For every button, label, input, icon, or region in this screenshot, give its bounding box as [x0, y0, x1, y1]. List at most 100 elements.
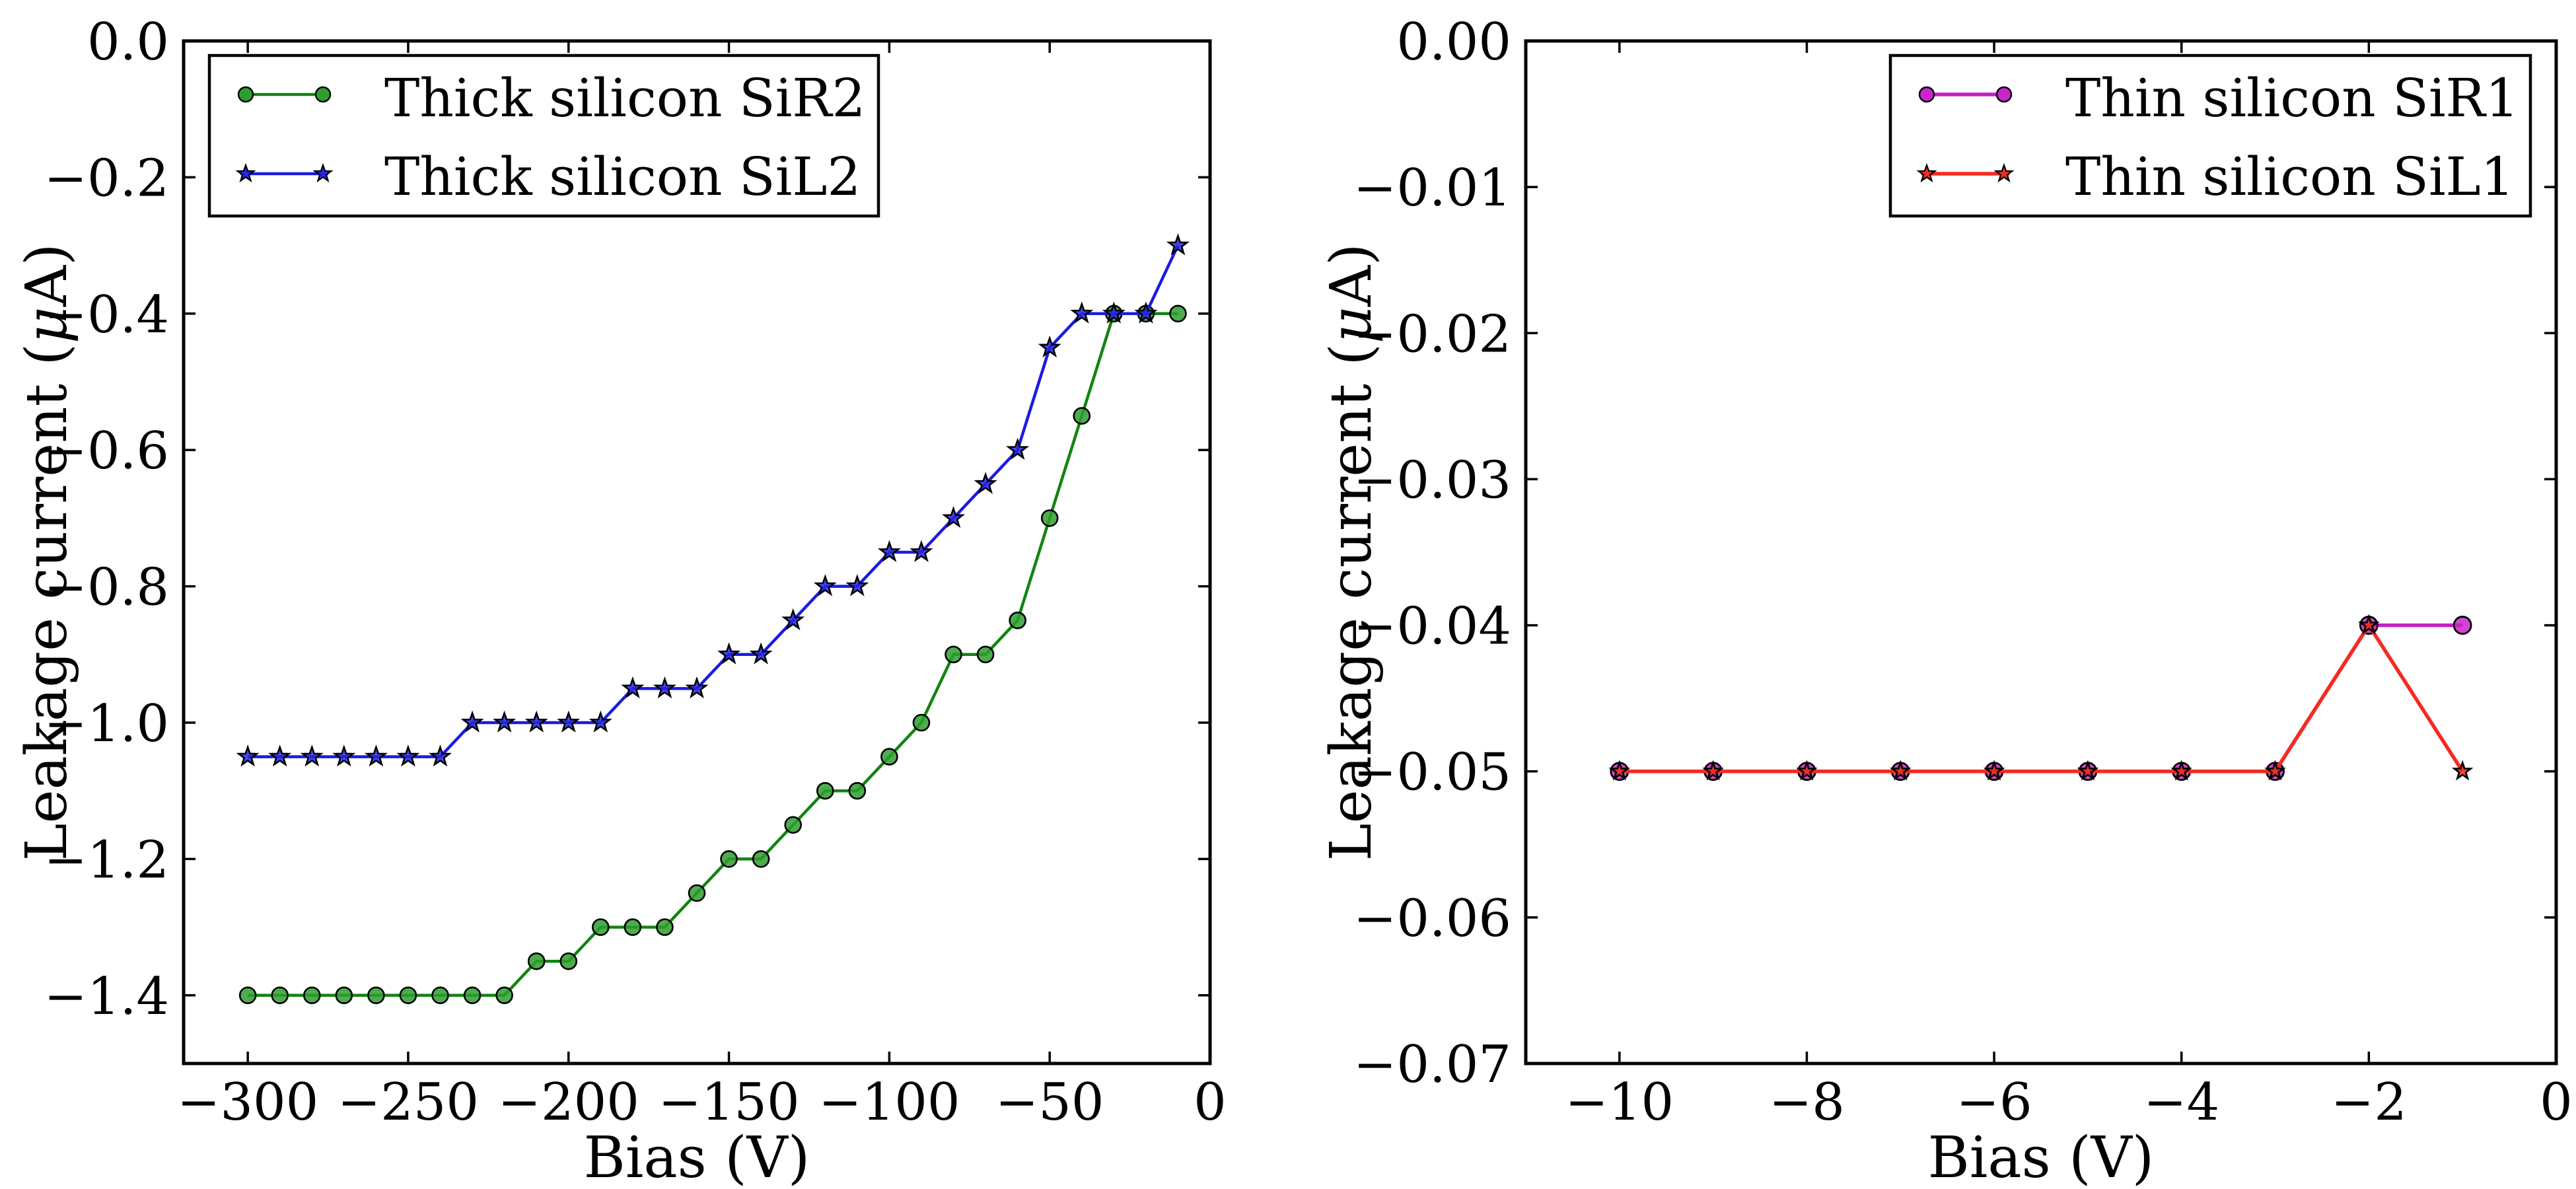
marker-star: [460, 710, 484, 733]
x-tick-label: −10: [1565, 1073, 1674, 1132]
marker-star: [1102, 301, 1126, 324]
legend-item-thick-silicon-sil2: Thick silicon SiL2: [235, 146, 861, 207]
marker-star: [1070, 301, 1094, 324]
x-tick-label: 0: [1194, 1073, 1227, 1132]
marker-circle: [624, 918, 642, 936]
marker-star: [845, 574, 869, 596]
marker-star: [428, 744, 452, 767]
marker-star: [1889, 760, 1912, 781]
marker-circle: [271, 986, 289, 1005]
marker-circle: [1040, 509, 1059, 527]
marker-star: [364, 744, 388, 767]
legend-marker-circle: [1918, 86, 1935, 103]
legend-marker-circle: [314, 86, 332, 103]
marker-circle: [2452, 616, 2472, 635]
marker-star: [493, 710, 517, 733]
x-tick-label: −250: [338, 1073, 479, 1132]
marker-circle: [720, 850, 738, 868]
y-tick-label: −1.0: [44, 694, 169, 754]
legend-marker-star: [235, 162, 256, 183]
marker-circle: [1073, 407, 1091, 425]
legend-marker-circle: [1995, 86, 2013, 103]
marker-star: [685, 676, 709, 699]
marker-star: [300, 744, 324, 767]
marker-star: [589, 710, 612, 733]
marker-circle: [656, 918, 674, 936]
x-axis-label: Bias (V): [1928, 1125, 2155, 1189]
thin-silicon-plot: −10 −8 −6 −4 −2 0 0.00 −0.01 −0.02 −0.03 −0.04 −0.0…: [1318, 13, 2573, 1189]
y-tick-label: −0.05: [1353, 743, 1511, 803]
marker-circle: [238, 986, 257, 1005]
marker-star: [2264, 760, 2286, 781]
marker-star: [236, 744, 260, 767]
marker-circle: [688, 884, 706, 902]
marker-circle: [303, 986, 321, 1005]
series-thin-silicon-sil1: [1608, 614, 2474, 781]
x-tick-label: −300: [177, 1073, 318, 1132]
marker-circle: [880, 748, 898, 766]
marker-circle: [976, 645, 995, 664]
marker-star: [717, 642, 741, 665]
x-tick-label: −2: [2331, 1073, 2407, 1132]
marker-star: [268, 744, 292, 767]
y-tick-label: 0.0: [87, 13, 169, 72]
marker-circle: [784, 816, 802, 834]
marker-star: [1134, 301, 1158, 324]
legend: Thin silicon SiR1 Thin silicon SiL1: [1888, 54, 2532, 218]
x-tick-label: −150: [658, 1073, 799, 1132]
marker-circle: [399, 986, 417, 1005]
marker-circle: [848, 781, 867, 800]
legend-marker-star: [1916, 162, 1937, 183]
x-tick-label: −4: [2143, 1073, 2219, 1132]
legend-item-thin-silicon-sir1: Thin silicon SiR1: [1918, 67, 2519, 129]
legend-box: [207, 54, 880, 218]
legend-marker-star: [312, 162, 334, 183]
x-tick-label: 0: [2540, 1073, 2573, 1132]
axes-border: [182, 39, 1212, 1065]
marker-star: [2451, 760, 2474, 781]
marker-star: [813, 574, 837, 596]
marker-star: [1038, 335, 1061, 358]
legend-box: [1888, 54, 2532, 218]
marker-star: [332, 744, 356, 767]
legend-item-thin-silicon-sil1: Thin silicon SiL1: [1916, 146, 2515, 207]
y-tick-label: −0.03: [1353, 450, 1511, 510]
y-tick-label: −0.8: [44, 558, 169, 618]
marker-circle: [527, 952, 546, 970]
series-thick-silicon-sil2: [236, 233, 1190, 767]
y-tick-label: −1.4: [44, 967, 169, 1027]
legend: Thick silicon SiR2 Thick silicon SiL2: [207, 54, 880, 218]
series-line: [1619, 623, 2464, 774]
x-tick-label: −50: [995, 1073, 1104, 1132]
marker-star: [974, 472, 997, 494]
y-tick-label: −0.01: [1353, 159, 1511, 218]
y-tick-label: −0.6: [44, 421, 169, 481]
legend-label: Thick silicon SiL2: [384, 146, 861, 207]
marker-circle: [1169, 305, 1187, 323]
marker-star: [1796, 760, 1818, 781]
marker-circle: [495, 986, 513, 1005]
marker-circle: [592, 918, 610, 936]
x-tick-label: −8: [1769, 1073, 1845, 1132]
marker-star: [2077, 760, 2099, 781]
x-tick-label: −6: [1956, 1073, 2032, 1132]
legend-label: Thin silicon SiL1: [2065, 146, 2515, 207]
marker-star: [1702, 760, 1725, 781]
marker-circle: [559, 952, 578, 970]
marker-star: [2170, 760, 2193, 781]
marker-circle: [463, 986, 482, 1005]
marker-star: [910, 540, 933, 562]
marker-star: [1006, 437, 1030, 460]
marker-star: [781, 608, 805, 631]
y-tick-label: −0.06: [1353, 889, 1511, 949]
marker-star: [1166, 233, 1190, 256]
x-tick-label: −100: [818, 1073, 960, 1132]
marker-circle: [945, 645, 962, 664]
marker-circle: [367, 986, 385, 1005]
marker-circle: [912, 713, 931, 732]
y-tick-label: 0.00: [1396, 13, 1511, 72]
marker-star: [1983, 760, 2005, 781]
y-tick-label: −0.2: [44, 149, 169, 208]
